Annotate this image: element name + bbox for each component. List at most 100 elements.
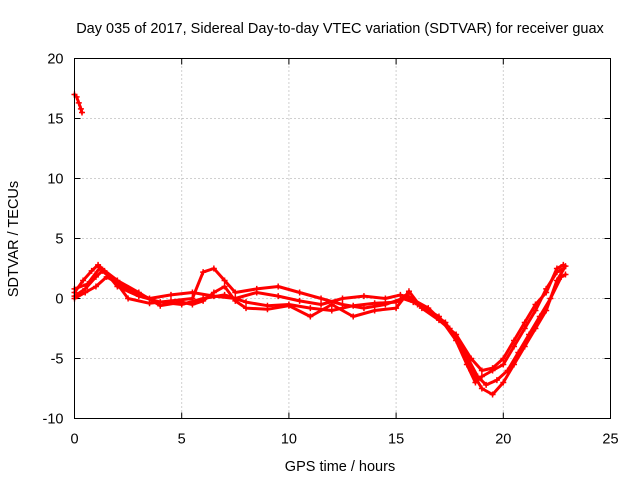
data-point (382, 295, 389, 302)
data-point (397, 291, 404, 298)
data-point (80, 277, 87, 284)
data-point (210, 293, 217, 300)
x-tick-labels: 0 5 10 15 20 25 (70, 432, 618, 448)
data-point (478, 385, 485, 392)
data-point (500, 361, 507, 368)
data-point (88, 267, 95, 274)
data-point (493, 377, 500, 384)
series-band-4 (71, 271, 569, 388)
y-tick-label: 5 (55, 232, 63, 248)
data-point (189, 301, 196, 308)
data-point (189, 289, 196, 296)
series-early-segment (71, 91, 86, 116)
grid-lines (74, 58, 611, 419)
data-point (515, 349, 522, 356)
data-point (232, 295, 239, 302)
y-tick-label: 10 (47, 172, 63, 188)
data-point (543, 289, 550, 296)
y-tick-label: 0 (55, 292, 63, 308)
data-point (232, 289, 239, 296)
data-point (275, 283, 282, 290)
data-point (553, 265, 560, 272)
series-line (73, 263, 565, 384)
data-point (92, 283, 99, 290)
data-point (461, 349, 468, 356)
data-point (200, 297, 207, 304)
data-point (243, 299, 250, 306)
data-point (178, 299, 185, 306)
data-point (125, 285, 132, 292)
data-point (360, 305, 367, 312)
chart-title: Day 035 of 2017, Sidereal Day-to-day VTE… (76, 21, 604, 37)
data-point (200, 269, 207, 276)
data-point (511, 337, 518, 344)
x-tick-label: 25 (602, 432, 618, 448)
data-point (474, 373, 481, 380)
data-point (532, 301, 539, 308)
y-tick-labels: -10 -5 0 5 10 15 20 (43, 52, 64, 428)
y-tick-label: 20 (47, 52, 63, 68)
data-point (307, 313, 314, 320)
data-point (84, 281, 91, 288)
series-line (73, 264, 567, 396)
data-point (504, 367, 511, 374)
data-point (146, 295, 153, 302)
data-point (350, 313, 357, 320)
data-point (339, 295, 346, 302)
data-point (103, 273, 110, 280)
data-point (371, 307, 378, 314)
data-point (489, 391, 496, 398)
x-tick-label: 20 (495, 432, 511, 448)
data-series (71, 91, 569, 398)
data-point (521, 319, 528, 326)
data-point (167, 291, 174, 298)
data-point (77, 105, 84, 112)
data-point (500, 355, 507, 362)
y-tick-label: -10 (43, 412, 64, 428)
series-band-2 (71, 263, 569, 398)
data-point (558, 273, 565, 280)
data-point (318, 295, 325, 302)
data-point (562, 271, 569, 278)
series-line (73, 273, 567, 387)
data-point (285, 302, 292, 309)
data-point (82, 289, 89, 296)
y-axis-label: SDTVAR / TECUs (6, 181, 22, 297)
x-tick-label: 0 (70, 432, 78, 448)
data-point (221, 277, 228, 284)
data-point (405, 288, 412, 295)
data-point (157, 302, 164, 309)
data-point (318, 301, 325, 308)
data-point (526, 331, 533, 338)
y-tick-label: 15 (47, 112, 63, 128)
series-line (73, 263, 565, 372)
data-point (489, 365, 496, 372)
data-point (296, 289, 303, 296)
series-band-3 (71, 261, 567, 374)
plot-frame (74, 58, 611, 419)
data-point (221, 283, 228, 290)
data-point (382, 301, 389, 308)
data-point (408, 295, 415, 302)
data-point (243, 305, 250, 312)
data-point (547, 295, 554, 302)
data-point (339, 301, 346, 308)
data-point (75, 99, 82, 106)
data-point (536, 313, 543, 320)
data-point (483, 381, 490, 388)
x-axis-label: GPS time / hours (285, 459, 395, 475)
data-point (425, 305, 432, 312)
data-point (446, 325, 453, 332)
data-point (125, 295, 132, 302)
data-point (560, 261, 567, 268)
data-point (360, 293, 367, 300)
data-point (500, 379, 507, 386)
data-point (264, 306, 271, 313)
x-tick-label: 10 (281, 432, 297, 448)
data-point (253, 289, 260, 296)
x-tick-label: 15 (388, 432, 404, 448)
data-point (275, 293, 282, 300)
data-point (393, 305, 400, 312)
data-point (97, 264, 104, 271)
